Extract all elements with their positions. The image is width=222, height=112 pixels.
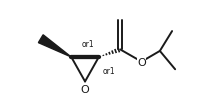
Text: O: O [137,57,146,67]
Polygon shape [38,36,71,58]
Text: or1: or1 [103,66,115,75]
Text: O: O [81,84,89,94]
Text: or1: or1 [81,39,94,48]
